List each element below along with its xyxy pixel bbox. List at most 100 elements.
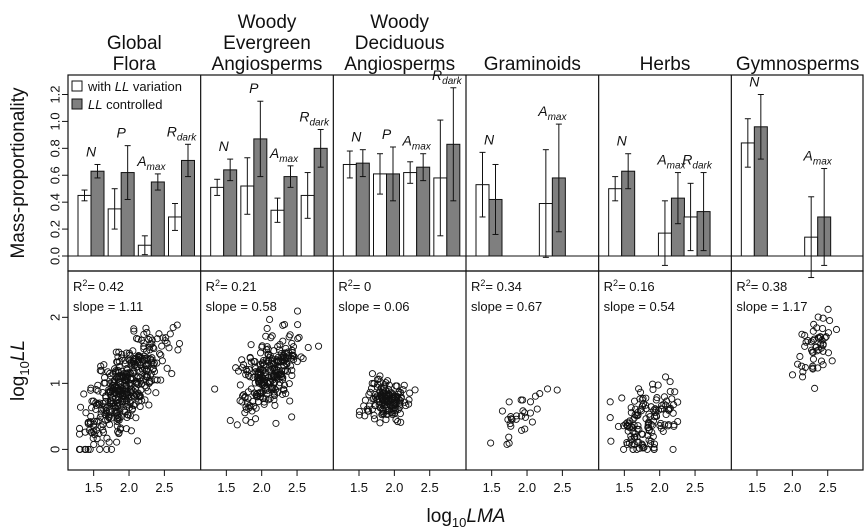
scatter-point — [161, 337, 169, 345]
scatter-point — [252, 390, 260, 398]
panel-title: Woody — [370, 12, 429, 33]
scatter-point — [97, 439, 105, 447]
bar-label: N — [484, 131, 495, 147]
scatter-point — [105, 438, 113, 446]
scatter-point — [132, 379, 140, 387]
scatter-point — [370, 380, 378, 388]
scatter-point — [102, 392, 110, 400]
scatter-point — [88, 397, 96, 405]
scatter-point — [166, 330, 174, 338]
scatter-point — [256, 375, 264, 383]
scatter-point — [819, 325, 827, 333]
legend-label: with LL variation — [87, 79, 182, 94]
scatter-point — [275, 346, 283, 354]
scatter-point — [633, 433, 641, 441]
scatter-point — [377, 393, 385, 401]
scatter-point — [674, 418, 682, 426]
scatter-point — [141, 382, 149, 390]
scatter-point — [82, 409, 90, 417]
scatter-point — [174, 346, 182, 354]
r2-label: R2= 0.21 — [206, 278, 257, 294]
scatter-point — [315, 342, 323, 350]
bar-label: N — [219, 138, 230, 154]
scatter-point — [256, 393, 264, 401]
scatter-point — [123, 413, 131, 421]
scatter-point — [92, 405, 100, 413]
scatter-point — [264, 345, 272, 353]
scatter-point — [512, 415, 520, 423]
scatter-point — [506, 420, 514, 428]
scatter-point — [376, 378, 384, 386]
bar-label-main: P — [249, 80, 259, 96]
scatter-point — [280, 362, 288, 370]
x-tick-label: 2.0 — [253, 480, 271, 495]
slope-label: slope = 0.54 — [604, 299, 675, 314]
x-tick-label: 2.0 — [783, 480, 801, 495]
bar-label: P — [249, 80, 259, 96]
bar-label: N — [351, 129, 362, 145]
bar-label-main: N — [219, 138, 230, 154]
x-tick-label: 1.5 — [615, 480, 633, 495]
scatter-point — [507, 422, 515, 430]
bar-label: Amax — [803, 148, 833, 168]
bar-label-main: P — [382, 126, 392, 142]
scatter-point — [263, 386, 272, 394]
scatter-point — [817, 344, 825, 352]
scatter-point — [125, 349, 133, 357]
scatter-point — [804, 337, 812, 345]
scatter-point — [101, 411, 109, 419]
r2-label: R2= 0 — [338, 278, 371, 294]
bar-label-sub: max — [667, 161, 687, 172]
scatter-point — [614, 422, 622, 430]
scatter-point — [639, 399, 648, 408]
scatter-point — [392, 416, 400, 424]
scatter-point — [281, 349, 289, 357]
legend-prefix: with — [87, 79, 115, 94]
scatter-point — [817, 333, 825, 341]
scatter-point — [175, 339, 184, 348]
bar-label-main: R — [682, 152, 692, 168]
scatter-point — [814, 334, 822, 342]
scatter-point — [666, 378, 674, 386]
scatter-point — [517, 396, 525, 404]
scatter-point — [293, 307, 302, 315]
scatter-point — [130, 327, 138, 335]
scatter-point — [163, 364, 171, 372]
scatter-point — [521, 413, 529, 421]
scatter-point — [105, 413, 113, 421]
scatter-point — [243, 367, 251, 376]
scatter-point — [76, 403, 85, 411]
legend-italic: LL — [88, 97, 102, 112]
scatter-point — [129, 375, 137, 383]
scatter-point — [153, 335, 161, 343]
scatter-point — [142, 324, 150, 332]
scatter-point — [517, 412, 525, 420]
bar-label-main: A — [136, 153, 146, 169]
scatter-point — [113, 422, 121, 430]
panel-title: Woody — [238, 12, 297, 33]
x-label-main: LMA — [466, 506, 505, 527]
y-tick-label-bottom: 0 — [47, 446, 62, 453]
scatter-point — [788, 371, 797, 379]
scatter-point — [826, 316, 834, 325]
r2-sup: 2 — [215, 278, 220, 288]
scatter-point — [103, 445, 111, 453]
scatter-point — [107, 445, 116, 453]
scatter-point — [226, 416, 234, 425]
scatter-point — [669, 445, 677, 453]
scatter-point — [156, 350, 164, 358]
scatter-point — [368, 370, 376, 378]
scatter-point — [233, 421, 241, 429]
scatter-point — [279, 337, 287, 345]
scatter-point — [627, 404, 635, 412]
scatter-point — [138, 397, 146, 405]
scatter-point — [666, 405, 674, 413]
scatter-point — [821, 334, 829, 342]
bar-label-sub: dark — [442, 76, 462, 87]
scatter-point — [155, 330, 163, 338]
bar-label-sub: max — [813, 157, 833, 168]
scatter-point — [162, 334, 170, 342]
r2-value: = 0.38 — [751, 279, 788, 294]
scatter-point — [157, 376, 165, 384]
scatter-point — [113, 358, 121, 366]
